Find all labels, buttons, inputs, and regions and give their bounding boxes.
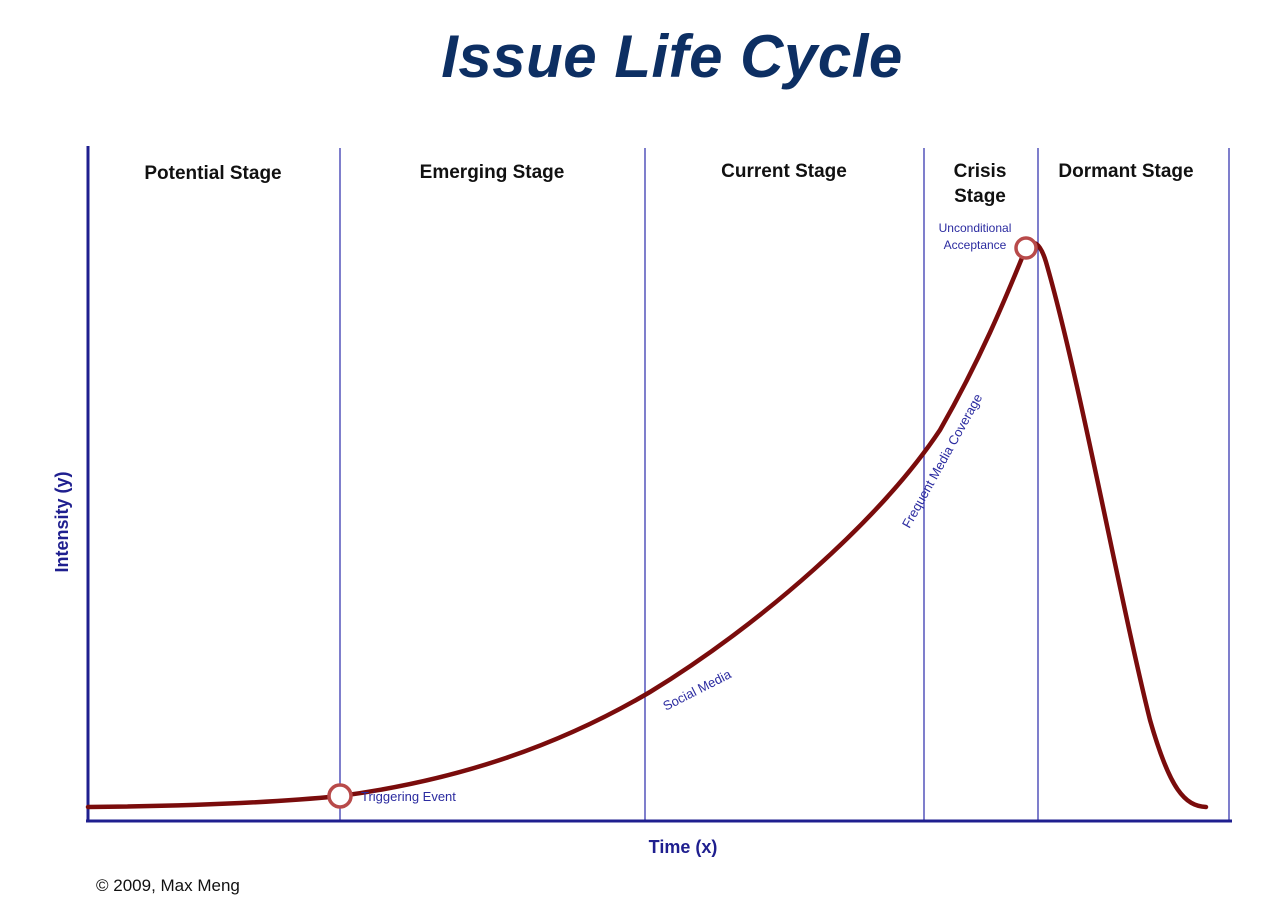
- life-cycle-curve: [85, 240, 1209, 810]
- triggering-event-marker: [327, 783, 353, 809]
- frequent-media-coverage-label: Frequent Media Coverage: [899, 391, 985, 530]
- unconditional-acceptance-label-line1: Unconditional: [939, 221, 1012, 235]
- stage-label-dormant: Dormant Stage: [1058, 161, 1193, 182]
- stage-label-emerging: Emerging Stage: [420, 162, 565, 183]
- unconditional-acceptance-marker: [1014, 236, 1038, 260]
- triggering-event-label: Triggering Event: [361, 789, 456, 804]
- axes: [86, 146, 1232, 823]
- stage-label-potential: Potential Stage: [144, 163, 281, 184]
- stage-label-crisis-line2: Stage: [954, 186, 1006, 207]
- stage-dividers: [339, 148, 1230, 820]
- stage-label-current: Current Stage: [721, 161, 847, 182]
- diagram-title: Issue Life Cycle: [441, 23, 903, 90]
- copyright-notice: © 2009, Max Meng: [96, 876, 240, 895]
- unconditional-acceptance-label-line2: Acceptance: [944, 238, 1007, 252]
- y-axis-label: Intensity (y): [52, 471, 72, 572]
- x-axis-label: Time (x): [649, 837, 718, 857]
- social-media-label: Social Media: [660, 666, 734, 714]
- stage-label-crisis-line1: Crisis: [954, 161, 1007, 182]
